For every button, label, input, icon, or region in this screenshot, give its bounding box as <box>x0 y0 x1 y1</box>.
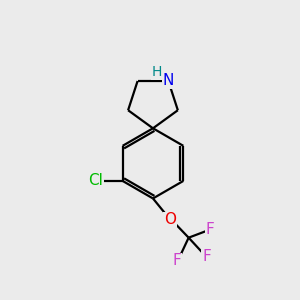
Text: O: O <box>164 212 176 227</box>
Text: N: N <box>163 74 174 88</box>
Text: Cl: Cl <box>88 173 103 188</box>
Text: H: H <box>152 65 162 79</box>
Text: F: F <box>206 222 214 237</box>
Text: F: F <box>202 249 211 264</box>
Text: F: F <box>173 254 182 268</box>
